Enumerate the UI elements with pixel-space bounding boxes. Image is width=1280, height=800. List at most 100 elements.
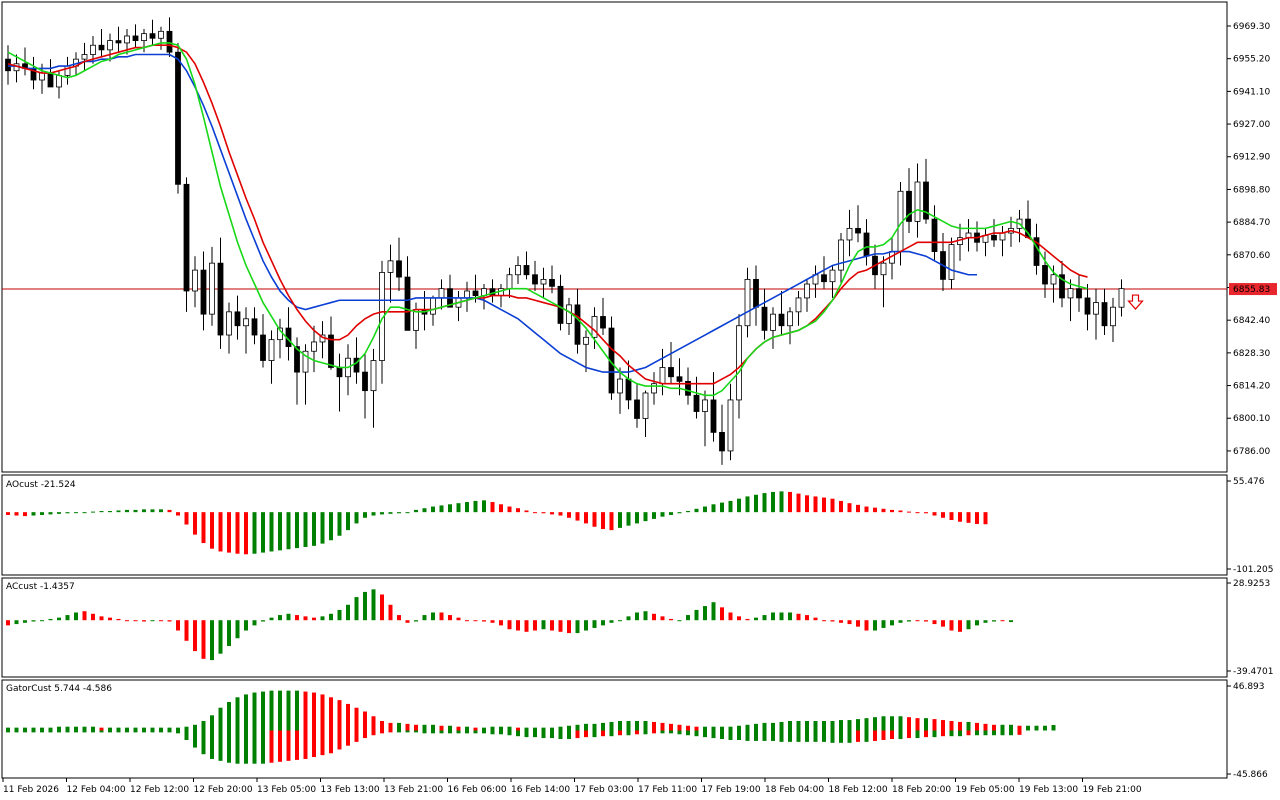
gator-upper-bar	[150, 727, 155, 731]
candle-body	[659, 367, 666, 385]
gator-lower-bar	[779, 730, 784, 742]
ao-bar	[601, 512, 605, 530]
gator-lower-bar	[363, 730, 367, 739]
gator-lower-bar	[924, 730, 928, 738]
candle-body	[846, 227, 853, 241]
candle-body	[209, 262, 215, 315]
time-tick-label: 19 Feb 13:00	[1019, 785, 1078, 795]
candle-body	[438, 288, 445, 299]
ao-bar	[278, 512, 282, 551]
ao-bar	[533, 512, 537, 514]
gator-upper-bar	[337, 700, 342, 731]
ac-bar	[958, 620, 962, 632]
gator-upper-bar	[601, 722, 605, 731]
gator-upper-bar	[303, 691, 308, 731]
gator-lower-bar	[150, 730, 155, 733]
ao-bar	[728, 500, 733, 513]
gator-lower-bar	[108, 730, 112, 733]
ac-bar	[686, 615, 690, 621]
candle-body	[260, 334, 266, 361]
gator-lower-bar	[261, 730, 265, 764]
gator-lower-bar	[133, 730, 138, 733]
candle-body	[591, 316, 598, 338]
ao-bar	[388, 512, 393, 514]
ao-bar	[218, 512, 223, 552]
candle-body	[778, 313, 785, 327]
ac-bar	[805, 615, 809, 621]
gator-lower-bar	[57, 730, 61, 733]
candle-body	[685, 380, 691, 396]
ac-bar	[558, 620, 563, 632]
ao-bar	[252, 512, 257, 554]
ac-bar	[873, 620, 877, 631]
candle-body	[787, 311, 793, 327]
gator-upper-bar	[762, 722, 767, 731]
ac-bar	[643, 611, 648, 621]
ac-bar	[23, 620, 27, 623]
gator-upper-bar	[524, 727, 529, 731]
ao-bar	[329, 512, 333, 541]
gator-upper-bar	[167, 727, 172, 731]
ac-bar	[48, 618, 53, 621]
ao-bar	[48, 512, 53, 515]
gator-upper-bar	[465, 726, 469, 731]
candle-body	[736, 325, 742, 401]
gator-upper-bar	[31, 727, 36, 731]
ac-bar	[618, 620, 622, 622]
gator-upper-bar	[82, 726, 87, 731]
ao-bar	[6, 512, 10, 515]
gator-lower-bar	[465, 730, 469, 734]
ao-bar	[932, 512, 937, 516]
gator-upper-bar	[380, 721, 384, 731]
gator-lower-bar	[822, 730, 826, 742]
ao-title: AOcust -21.524	[6, 480, 76, 490]
ao-bar	[745, 496, 750, 513]
gator-lower-bar	[14, 730, 19, 733]
gator-upper-bar	[125, 727, 129, 731]
gator-upper-bar	[686, 725, 690, 731]
candle-body	[506, 274, 513, 290]
ac-bar	[74, 612, 78, 621]
gator-upper-bar	[966, 721, 971, 731]
ac-bar	[847, 620, 852, 625]
candle-body	[727, 399, 734, 452]
candle-body	[336, 367, 343, 378]
ac-bar	[388, 604, 393, 621]
gator-upper-bar	[371, 716, 376, 731]
ac-bar	[694, 609, 699, 621]
gator-upper-bar	[414, 724, 418, 731]
ao-bar	[720, 502, 724, 513]
candle-body	[387, 260, 394, 273]
ac-bar	[482, 620, 486, 622]
ac-bar	[669, 618, 673, 621]
gator-lower-bar	[856, 730, 860, 742]
ao-bar	[822, 497, 826, 513]
gator-lower-bar	[762, 730, 767, 741]
ma-blue-line	[8, 53, 977, 373]
ac-bar	[346, 604, 350, 621]
ac-bar	[439, 612, 444, 621]
gator-lower-bar	[499, 730, 503, 735]
gator-upper-bar	[890, 716, 894, 731]
candle-body	[991, 234, 997, 241]
ac-bar	[924, 620, 928, 622]
gator-lower-bar	[932, 730, 937, 738]
gator-lower-bar	[456, 730, 461, 734]
candle-body	[47, 72, 54, 88]
ac-bar	[142, 620, 146, 622]
candle-body	[549, 278, 555, 287]
ao-bar	[456, 503, 461, 513]
ac-bar	[992, 620, 996, 622]
ao-bar	[312, 512, 316, 546]
gator-upper-bar	[558, 726, 563, 731]
gator-lower-bar	[507, 730, 512, 736]
ac-bar	[116, 618, 121, 621]
ao-bar	[150, 509, 155, 513]
ac-bar	[414, 620, 418, 622]
ac-bar	[159, 620, 163, 622]
ao-bar	[941, 512, 945, 518]
ao-bar	[924, 512, 928, 514]
gator-lower-bar	[193, 730, 197, 748]
ao-bar	[575, 512, 580, 521]
